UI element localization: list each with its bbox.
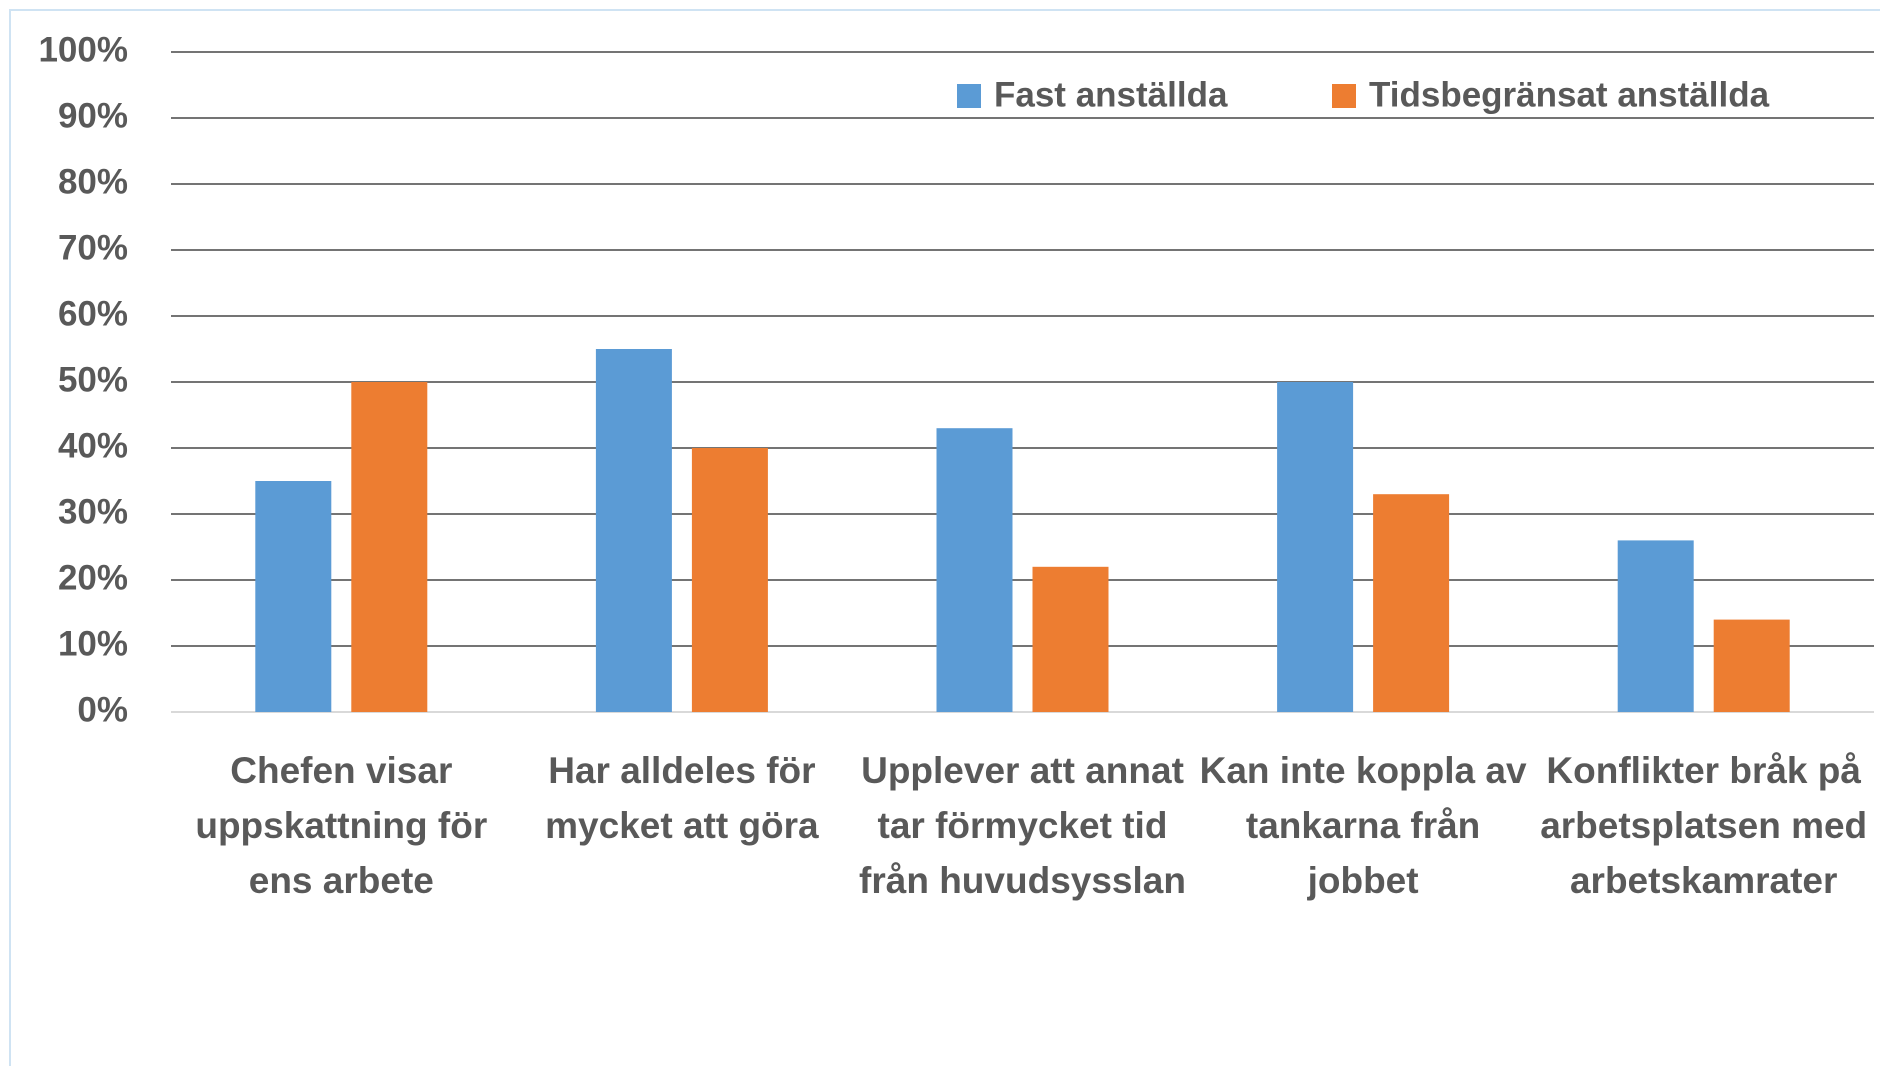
legend-label: Tidsbegränsat anställda <box>1369 75 1770 114</box>
y-tick-label: 20% <box>58 558 128 597</box>
bar <box>1032 566 1109 712</box>
bar <box>595 349 672 712</box>
x-tick-label: Chefen visar uppskattning för ens arbete <box>195 750 488 901</box>
legend-swatch <box>957 84 981 108</box>
x-tick-label: Kan inte koppla av tankarna från jobbet <box>1199 750 1527 901</box>
y-tick-label: 50% <box>58 360 128 399</box>
bar <box>1713 619 1790 712</box>
y-tick-label: 80% <box>58 162 128 201</box>
bar <box>351 382 428 712</box>
legend-label: Fast anställda <box>994 75 1228 114</box>
x-tick-label: Konflikter bråk på arbetsplatsen med arb… <box>1540 750 1868 901</box>
bar <box>1277 382 1354 712</box>
bar <box>691 448 768 712</box>
legend-swatch <box>1332 84 1356 108</box>
bar <box>255 481 332 712</box>
y-tick-label: 90% <box>58 96 128 135</box>
y-tick-label: 40% <box>58 426 128 465</box>
y-tick-label: 100% <box>38 30 128 69</box>
frame <box>9 9 1880 1066</box>
y-tick-label: 60% <box>58 294 128 333</box>
y-tick-label: 0% <box>77 690 128 729</box>
y-tick-label: 10% <box>58 624 128 663</box>
x-tick-label: Upplever att annat tar förmycket tid frå… <box>859 750 1186 901</box>
bar <box>936 428 1013 712</box>
y-tick-label: 70% <box>58 228 128 267</box>
bar <box>1617 540 1694 712</box>
x-tick-label: Har alldeles för mycket att göra <box>545 750 819 846</box>
bar <box>1373 494 1450 712</box>
y-tick-label: 30% <box>58 492 128 531</box>
